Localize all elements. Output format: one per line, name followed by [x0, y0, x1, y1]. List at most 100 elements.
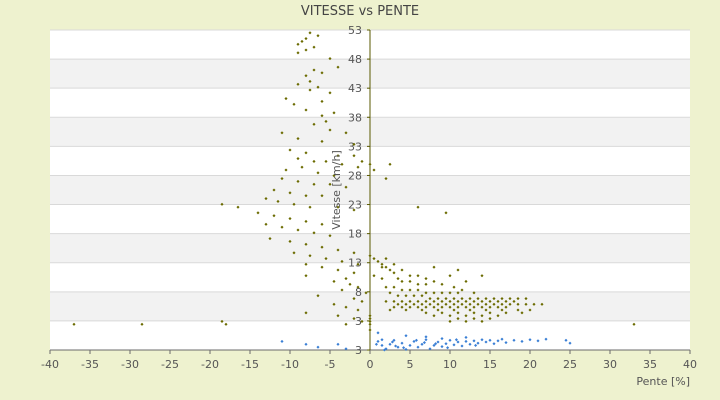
- data-point: [424, 277, 428, 281]
- data-point: [384, 257, 388, 261]
- x-tick-label: -25: [161, 358, 179, 371]
- data-point: [396, 277, 400, 281]
- data-point: [504, 299, 508, 303]
- data-point: [452, 343, 456, 347]
- data-point: [394, 344, 398, 348]
- x-tick-label: -5: [325, 358, 336, 371]
- data-point: [320, 245, 324, 249]
- data-point: [416, 205, 420, 209]
- data-point: [432, 291, 436, 295]
- data-point: [468, 308, 472, 312]
- data-point: [448, 274, 452, 278]
- data-point: [504, 341, 508, 345]
- data-point: [384, 285, 388, 289]
- data-point: [316, 294, 320, 298]
- data-point: [340, 259, 344, 263]
- data-point: [452, 308, 456, 312]
- y-tick-label: 18: [348, 228, 362, 241]
- x-tick-label: 35: [643, 358, 657, 371]
- data-point: [472, 305, 476, 309]
- data-point: [516, 297, 520, 301]
- data-point: [408, 299, 412, 303]
- x-tick-label: 25: [563, 358, 577, 371]
- data-point: [404, 308, 408, 312]
- data-point: [420, 342, 424, 346]
- data-point: [404, 334, 408, 338]
- x-tick-label: 20: [523, 358, 537, 371]
- x-tick-label: 30: [603, 358, 617, 371]
- data-point: [544, 337, 548, 341]
- data-point: [224, 322, 228, 326]
- x-tick-label: -20: [201, 358, 219, 371]
- data-point: [488, 311, 492, 315]
- data-point: [220, 202, 224, 206]
- data-point: [408, 274, 412, 278]
- data-point: [328, 234, 332, 238]
- x-tick-label: -15: [241, 358, 259, 371]
- data-point: [434, 342, 438, 346]
- data-point: [352, 297, 356, 301]
- data-point: [308, 254, 312, 258]
- data-point: [472, 299, 476, 303]
- data-point: [336, 314, 340, 318]
- data-point: [400, 288, 404, 292]
- data-point: [424, 299, 428, 303]
- data-point: [374, 342, 378, 346]
- data-point: [396, 294, 400, 298]
- data-point: [464, 335, 468, 339]
- data-point: [528, 338, 532, 342]
- data-point: [476, 341, 480, 345]
- data-point: [412, 302, 416, 306]
- data-point: [460, 344, 464, 348]
- data-point: [528, 308, 532, 312]
- data-point: [496, 339, 500, 343]
- x-tick-label: -35: [81, 358, 99, 371]
- data-point: [332, 279, 336, 283]
- data-point: [480, 314, 484, 318]
- data-point: [356, 262, 360, 266]
- data-point: [296, 137, 300, 141]
- x-tick-label: 15: [483, 358, 497, 371]
- data-point: [392, 271, 396, 275]
- data-point: [408, 305, 412, 309]
- data-point: [404, 347, 408, 351]
- data-point: [432, 279, 436, 283]
- data-point: [336, 205, 340, 209]
- x-tick-label: -40: [41, 358, 59, 371]
- data-point: [440, 305, 444, 309]
- data-point: [500, 308, 504, 312]
- data-point: [480, 319, 484, 323]
- data-point: [356, 308, 360, 312]
- data-point: [392, 299, 396, 303]
- data-point: [540, 302, 544, 306]
- y-axis-label: Vitesse [km/h]: [330, 150, 343, 230]
- data-point: [496, 314, 500, 318]
- data-point: [416, 299, 420, 303]
- data-point: [356, 165, 360, 169]
- data-point: [324, 257, 328, 261]
- data-point: [382, 348, 386, 352]
- data-point: [272, 214, 276, 218]
- x-tick-label: -10: [281, 358, 299, 371]
- data-point: [368, 319, 372, 323]
- data-point: [416, 288, 420, 292]
- data-point: [368, 314, 372, 318]
- data-point: [520, 311, 524, 315]
- data-point: [448, 319, 452, 323]
- data-point: [268, 237, 272, 241]
- data-point: [436, 302, 440, 306]
- data-point: [414, 338, 418, 342]
- y-tick-label: 38: [348, 111, 362, 124]
- data-point: [344, 322, 348, 326]
- data-point: [332, 174, 336, 178]
- data-point: [264, 197, 268, 201]
- x-tick-label: -30: [121, 358, 139, 371]
- data-point: [380, 277, 384, 281]
- data-point: [400, 299, 404, 303]
- data-point: [448, 314, 452, 318]
- y-tick-label: 48: [348, 53, 362, 66]
- data-point: [424, 338, 428, 342]
- data-point: [384, 299, 388, 303]
